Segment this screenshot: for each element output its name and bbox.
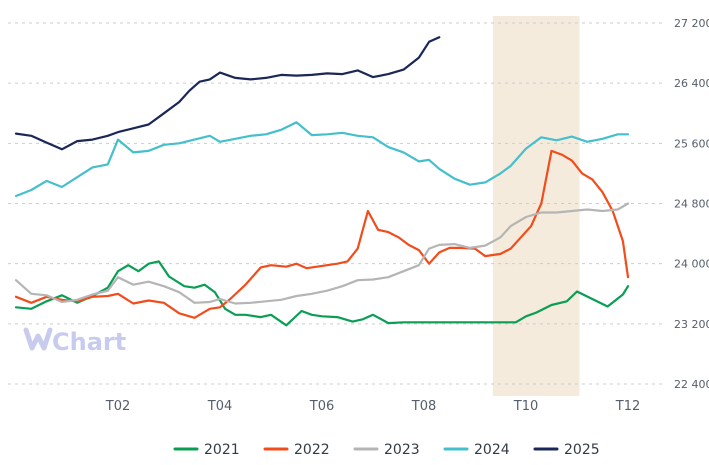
- y-tick-label: 24 800: [674, 198, 709, 211]
- watermark: Chart: [23, 327, 126, 356]
- y-tick-label: 24 000: [674, 258, 709, 271]
- legend-label: 2024: [474, 442, 510, 458]
- series-line-2023: [14, 202, 630, 305]
- legend-label: 2022: [294, 442, 330, 458]
- y-axis-ticks: 22 400 23 200 24 000 24 800 25 600 26 400 27 2…: [674, 17, 709, 391]
- y-tick-label: 25 600: [674, 137, 709, 150]
- y-tick-label: 27 200: [674, 17, 709, 30]
- legend-label: 2021: [204, 442, 240, 458]
- legend-item-2021[interactable]: 2021: [173, 442, 240, 458]
- x-tick-label: T02: [105, 399, 130, 414]
- y-tick-label: 23 200: [674, 318, 709, 331]
- watermark-text: Chart: [52, 328, 126, 356]
- y-tick-label: 22 400: [674, 378, 709, 391]
- legend-label: 2023: [384, 442, 420, 458]
- series-layer: [14, 36, 630, 327]
- grid-layer: [8, 22, 666, 385]
- legend-item-2025[interactable]: 2025: [533, 442, 600, 458]
- x-tick-label: T12: [615, 399, 640, 414]
- legend-label: 2025: [564, 442, 600, 458]
- series-line-2021: [14, 260, 630, 327]
- legend-item-2024[interactable]: 2024: [443, 442, 510, 458]
- x-tick-label: T06: [309, 399, 334, 414]
- legend-item-2023[interactable]: 2023: [353, 442, 420, 458]
- series-line-2025: [14, 36, 441, 151]
- legend-item-2022[interactable]: 2022: [263, 442, 330, 458]
- highlight-band-layer: [492, 16, 580, 396]
- x-tick-label: T08: [411, 399, 436, 414]
- y-tick-label: 26 400: [674, 77, 709, 90]
- watermark-logo-icon: [23, 327, 53, 351]
- highlight-band: [492, 16, 580, 396]
- legend: 2021 2022 2023 2024 2025: [173, 442, 600, 458]
- x-tick-label: T10: [513, 399, 538, 414]
- x-tick-label: T04: [207, 399, 232, 414]
- series-line-2022: [14, 149, 630, 319]
- x-axis-ticks: T02 T04 T06 T08 T10 T12: [105, 399, 640, 414]
- series-line-2024: [14, 121, 630, 198]
